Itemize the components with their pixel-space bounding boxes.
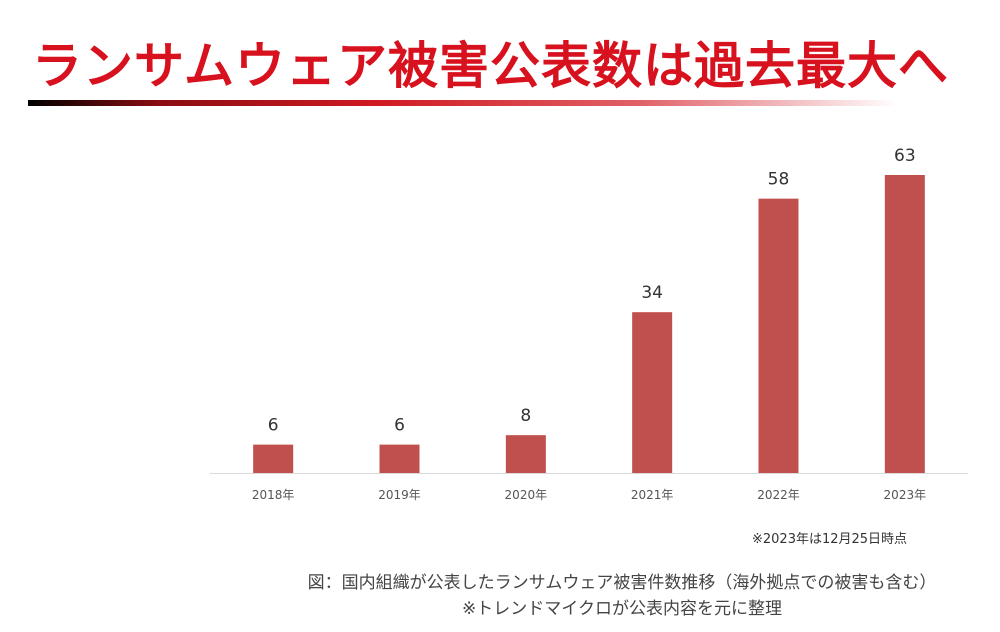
data-label: 58	[768, 170, 790, 190]
x-tick-label: 2018年	[252, 488, 295, 502]
bar	[505, 435, 546, 473]
x-tick-label: 2020年	[505, 488, 548, 502]
figure-caption: 図：国内組織が公表したランサムウェア被害件数推移（海外拠点での被害も含む）	[307, 573, 937, 593]
bar	[884, 175, 925, 473]
data-label: 8	[520, 406, 531, 426]
data-label: 6	[268, 416, 279, 436]
bar	[379, 444, 420, 473]
bar	[758, 198, 799, 473]
page-title: ランサムウェア被害公表数は過去最大へ	[32, 37, 949, 95]
title-underline	[28, 100, 898, 106]
figure-source-note: ※トレンドマイクロが公表内容を元に整理	[462, 599, 782, 619]
x-tick-label: 2019年	[378, 488, 421, 502]
x-tick-label: 2021年	[631, 488, 674, 502]
data-label: 63	[894, 146, 916, 166]
data-label: 34	[641, 283, 663, 303]
data-label: 6	[394, 416, 405, 436]
x-tick-label: 2022年	[757, 488, 800, 502]
bar	[632, 312, 673, 473]
bar	[253, 444, 294, 473]
x-tick-label: 2023年	[884, 488, 927, 502]
chart-footnote: ※2023年は12月25日時点	[752, 532, 908, 547]
